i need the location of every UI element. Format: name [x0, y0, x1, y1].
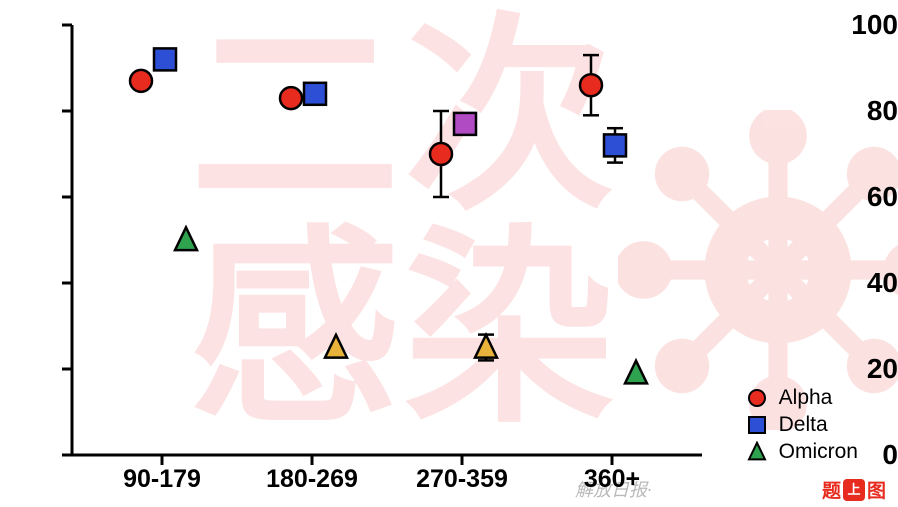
source-prefix: 题 — [822, 476, 841, 503]
data-point-alpha — [280, 87, 302, 109]
legend-label-alpha: Alpha — [779, 386, 833, 410]
source-red-stamp: 上观 — [843, 479, 865, 501]
scatter-chart — [72, 25, 702, 455]
data-point-omicron — [325, 335, 347, 358]
legend: Alpha Delta Omicron — [743, 383, 858, 467]
legend-item-omicron: Omicron — [743, 440, 858, 464]
source-suffix: 图 — [867, 476, 886, 503]
data-point-delta — [154, 48, 176, 70]
y-tick-label: 60 — [840, 181, 898, 213]
data-point-omicron — [175, 227, 197, 250]
source-text: 解放日报· — [575, 476, 652, 502]
x-tick-label: 270-359 — [416, 465, 508, 494]
legend-marker-delta — [743, 414, 771, 436]
y-tick-label: 100 — [840, 9, 898, 41]
legend-label-omicron: Omicron — [779, 440, 858, 464]
chart-card: 二次 感染 020406080100 90-179180-269270-35 — [0, 0, 898, 507]
y-tick-label: 40 — [840, 267, 898, 299]
data-point-delta — [604, 134, 626, 156]
legend-item-alpha: Alpha — [743, 386, 858, 410]
legend-label-delta: Delta — [779, 413, 828, 437]
data-point-delta — [304, 83, 326, 105]
x-tick-label: 90-179 — [123, 465, 201, 494]
data-point-omicron — [625, 361, 647, 384]
data-point-alpha — [580, 74, 602, 96]
legend-item-delta: Delta — [743, 413, 858, 437]
legend-marker-omicron — [743, 441, 771, 463]
y-tick-label: 20 — [840, 353, 898, 385]
source-stamp: 题 上观 图 — [822, 476, 886, 503]
y-tick-label: 80 — [840, 95, 898, 127]
data-point-delta — [454, 113, 476, 135]
x-tick-label: 180-269 — [266, 465, 358, 494]
data-point-alpha — [430, 143, 452, 165]
data-point-omicron — [475, 335, 497, 358]
legend-marker-alpha — [743, 387, 771, 409]
data-point-alpha — [130, 70, 152, 92]
